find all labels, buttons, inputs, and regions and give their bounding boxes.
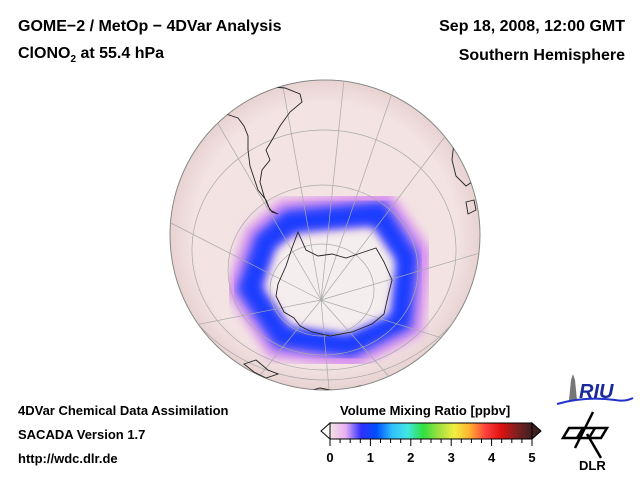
globe-map xyxy=(169,79,481,391)
colorbar-tick-label: 3 xyxy=(447,450,455,465)
species-title: ClONO2 at 55.4 hPa xyxy=(18,45,164,65)
madagascar-coast xyxy=(465,199,477,215)
colorbar-min-arrow xyxy=(320,421,331,441)
species-subscript: 2 xyxy=(70,54,77,66)
footer-line-1: 4DVar Chemical Data Assimilation xyxy=(18,403,229,418)
region-label: Southern Hemisphere xyxy=(458,47,625,64)
riu-logo-text: RIU xyxy=(579,381,614,403)
colorbar-gradient xyxy=(329,422,533,440)
colorbar-tick-label: 5 xyxy=(528,450,536,465)
vortex-ring xyxy=(236,201,419,358)
graticule xyxy=(170,80,480,390)
antarctica-coast xyxy=(275,230,393,337)
dlr-logo-text: DLR xyxy=(579,458,606,473)
footer-line-2: SACADA Version 1.7 xyxy=(18,427,146,442)
logos: RIU DLR xyxy=(556,374,634,473)
colorbar-ticks xyxy=(329,439,533,446)
colorbar xyxy=(320,421,542,446)
vortex-core xyxy=(266,230,394,332)
australia-coast xyxy=(243,359,280,379)
species-level: at 55.4 hPa xyxy=(76,45,165,62)
date-label: Sep 18, 2008, 12:00 GMT xyxy=(439,18,625,35)
colorbar-tick-label: 2 xyxy=(407,450,415,465)
footer-link[interactable]: http://wdc.dlr.de xyxy=(18,451,118,466)
colorbar-max-arrow xyxy=(531,421,542,441)
colorbar-title: Volume Mixing Ratio [ppbv] xyxy=(340,403,511,418)
species-name: ClONO xyxy=(18,45,71,62)
dlr-logo: DLR xyxy=(560,411,610,473)
south-america-coast xyxy=(216,85,303,215)
plot-title: GOME−2 / MetOp − 4DVar Analysis xyxy=(18,18,282,35)
riu-logo: RIU xyxy=(556,374,634,405)
colorbar-tick-label: 0 xyxy=(326,450,334,465)
colorbar-tick-label: 4 xyxy=(487,450,496,465)
colorbar-tick-label: 1 xyxy=(366,450,374,465)
